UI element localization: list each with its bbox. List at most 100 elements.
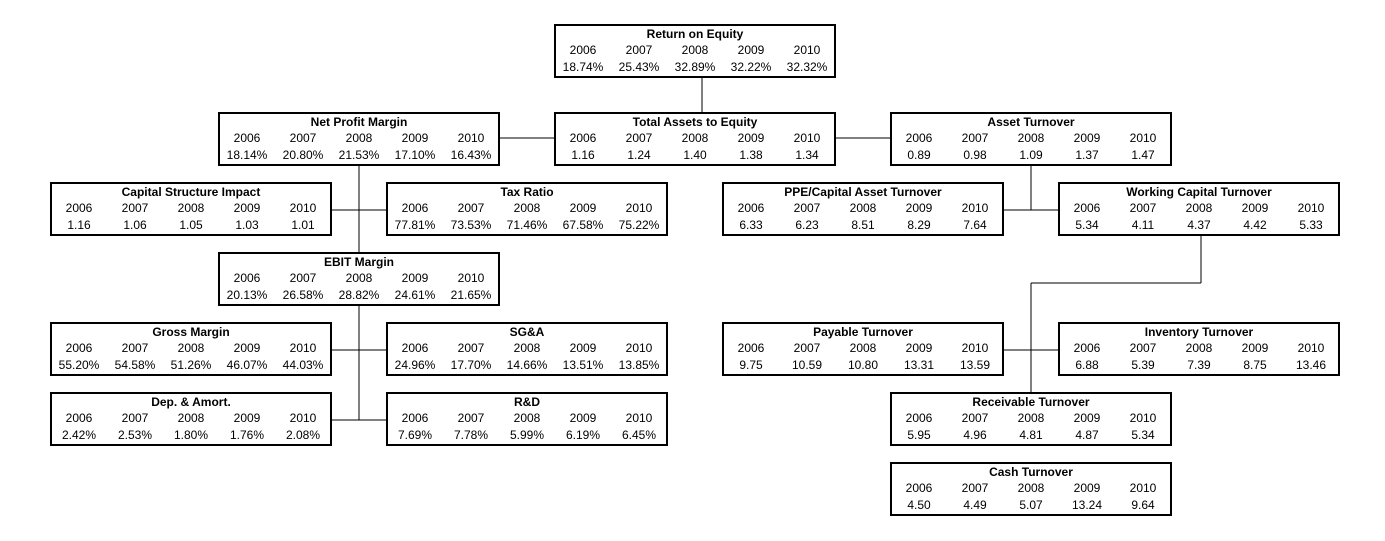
node: PPE/Capital Asset Turnover 2006 6.33 2007 6.… (722, 182, 1004, 236)
metric-value: 1.47 (1131, 148, 1155, 162)
node-title: Capital Structure Impact (122, 185, 261, 199)
year-label: 2009 (1074, 481, 1101, 495)
year-label: 2007 (122, 411, 149, 425)
year-label: 2007 (794, 201, 821, 215)
metric-value: 6.45% (622, 428, 656, 442)
node-title: Dep. & Amort. (151, 395, 231, 409)
year-label: 2009 (738, 131, 765, 145)
metric-value: 77.81% (395, 218, 436, 232)
node-box (890, 462, 1172, 516)
year-label: 2009 (1074, 131, 1101, 145)
metric-value: 5.34 (1131, 428, 1155, 442)
year-label: 2010 (626, 341, 653, 355)
metric-value: 13.85% (619, 358, 660, 372)
year-label: 2008 (850, 201, 877, 215)
year-label: 2007 (122, 201, 149, 215)
metric-value: 67.58% (563, 218, 604, 232)
metric-value: 44.03% (283, 358, 324, 372)
metric-value: 13.51% (563, 358, 604, 372)
node-title: Receivable Turnover (972, 395, 1089, 409)
year-label: 2010 (290, 201, 317, 215)
node: Working Capital Turnover 2006 5.34 2007 4.11… (1058, 182, 1340, 236)
node-box (722, 322, 1004, 376)
metric-value: 24.96% (395, 358, 436, 372)
year-label: 2009 (906, 341, 933, 355)
node: R&D 2006 7.69% 2007 7.78% 2008 5.99% 2009 6.19% 2… (386, 392, 668, 446)
node-box (722, 182, 1004, 236)
year-label: 2009 (570, 411, 597, 425)
year-label: 2008 (346, 271, 373, 285)
metric-value: 18.14% (227, 148, 268, 162)
year-label: 2008 (1018, 411, 1045, 425)
node: Total Assets to Equity 2006 1.16 2007 1.24 20… (554, 112, 836, 166)
year-label: 2008 (514, 341, 541, 355)
year-label: 2007 (458, 411, 485, 425)
node: Gross Margin 2006 55.20% 2007 54.58% 2008 51.2… (50, 322, 332, 376)
metric-value: 5.33 (1299, 218, 1323, 232)
year-label: 2008 (1186, 341, 1213, 355)
year-label: 2008 (178, 411, 205, 425)
metric-value: 5.34 (1075, 218, 1099, 232)
node-title: R&D (514, 395, 540, 409)
metric-value: 4.37 (1187, 218, 1211, 232)
year-label: 2010 (458, 271, 485, 285)
metric-value: 75.22% (619, 218, 660, 232)
metric-value: 1.01 (291, 218, 315, 232)
node-box (386, 392, 668, 446)
metric-value: 13.31 (904, 358, 934, 372)
metric-value: 32.89% (675, 60, 716, 74)
metric-value: 16.43% (451, 148, 492, 162)
year-label: 2006 (402, 411, 429, 425)
year-label: 2008 (178, 201, 205, 215)
year-label: 2007 (1130, 201, 1157, 215)
node-title: Return on Equity (647, 27, 744, 41)
year-label: 2006 (402, 341, 429, 355)
metric-value: 26.58% (283, 288, 324, 302)
year-label: 2007 (458, 201, 485, 215)
year-label: 2006 (906, 481, 933, 495)
metric-value: 7.39 (1187, 358, 1211, 372)
year-label: 2006 (66, 341, 93, 355)
year-label: 2008 (346, 131, 373, 145)
year-label: 2010 (794, 131, 821, 145)
metric-value: 0.89 (907, 148, 931, 162)
year-label: 2009 (570, 201, 597, 215)
year-label: 2006 (738, 341, 765, 355)
metric-value: 7.64 (963, 218, 987, 232)
node: EBIT Margin 2006 20.13% 2007 26.58% 2008 28.82… (218, 252, 500, 306)
year-label: 2006 (906, 411, 933, 425)
year-label: 2009 (738, 43, 765, 57)
metric-value: 1.16 (571, 148, 595, 162)
metric-value: 4.81 (1019, 428, 1043, 442)
year-label: 2009 (234, 201, 261, 215)
metric-value: 32.32% (787, 60, 828, 74)
year-label: 2010 (1130, 481, 1157, 495)
node-box (554, 112, 836, 166)
metric-value: 4.49 (963, 498, 987, 512)
metric-value: 1.34 (795, 148, 819, 162)
year-label: 2006 (570, 131, 597, 145)
metric-value: 0.98 (963, 148, 987, 162)
metric-value: 1.40 (683, 148, 707, 162)
year-label: 2006 (570, 43, 597, 57)
year-label: 2006 (1074, 201, 1101, 215)
metric-value: 9.64 (1131, 498, 1155, 512)
metric-value: 1.38 (739, 148, 763, 162)
year-label: 2009 (906, 201, 933, 215)
year-label: 2008 (682, 43, 709, 57)
node-title: Gross Margin (152, 325, 229, 339)
metric-value: 21.53% (339, 148, 380, 162)
metric-value: 6.33 (739, 218, 763, 232)
year-label: 2008 (1018, 131, 1045, 145)
node-title: Asset Turnover (987, 115, 1074, 129)
metric-value: 20.80% (283, 148, 324, 162)
metric-value: 18.74% (563, 60, 604, 74)
metric-value: 4.42 (1243, 218, 1267, 232)
metric-value: 1.09 (1019, 148, 1043, 162)
year-label: 2009 (234, 341, 261, 355)
node-title: SG&A (510, 325, 545, 339)
node: Payable Turnover 2006 9.75 2007 10.59 2008 10.… (722, 322, 1004, 376)
metric-value: 73.53% (451, 218, 492, 232)
metric-value: 4.11 (1132, 218, 1155, 232)
year-label: 2007 (290, 131, 317, 145)
